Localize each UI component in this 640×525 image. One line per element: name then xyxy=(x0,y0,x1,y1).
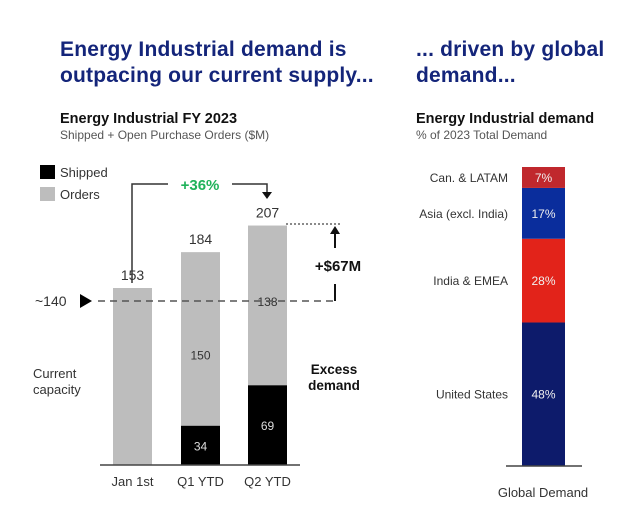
growth-bracket: +36% xyxy=(131,177,272,283)
bar-orders-0 xyxy=(113,288,152,465)
segment-name-label: United States xyxy=(436,388,508,402)
segment-name-label: Asia (excl. India) xyxy=(419,207,508,221)
right-headline-line1: ... driven by global xyxy=(416,38,605,61)
legend-swatch-orders xyxy=(40,187,55,201)
gap-arrow-up-icon xyxy=(330,226,340,234)
legend-label-orders: Orders xyxy=(60,187,100,202)
bar-total-label: 184 xyxy=(189,231,213,247)
capacity-line-group: ~140 Current capacity xyxy=(33,284,336,397)
gap-label: +$67M xyxy=(315,258,361,275)
bar-shipped-2 xyxy=(248,385,287,465)
left-headline: Energy Industrial demand is outpacing ou… xyxy=(60,37,374,89)
left-chart-title: Energy Industrial FY 2023 xyxy=(60,111,238,127)
gap-annotation: +$67M xyxy=(286,223,361,275)
capacity-caption-line2: capacity xyxy=(33,382,81,397)
growth-bracket-left xyxy=(131,183,168,283)
left-chart-subtitle: Shipped + Open Purchase Orders ($M) xyxy=(60,128,270,142)
capacity-caption-line1: Current xyxy=(33,366,77,381)
segment-name-label: India & EMEA xyxy=(433,274,508,288)
bar-value-label: 34 xyxy=(194,439,208,453)
bar-value-label: 69 xyxy=(261,419,275,433)
legend: Shipped Orders xyxy=(40,165,108,202)
bar-value-label: 138 xyxy=(257,295,277,309)
segment-value-label: 28% xyxy=(531,274,555,288)
bar-orders-2 xyxy=(248,225,287,386)
legend-label-shipped: Shipped xyxy=(60,165,108,180)
growth-bracket-right xyxy=(232,183,268,193)
x-tick-labels: Jan 1st Q1 YTD Q2 YTD xyxy=(112,474,291,489)
bar-value-label: 150 xyxy=(190,349,210,363)
segment-value-label: 7% xyxy=(535,171,553,185)
segment-name-label: Can. & LATAM xyxy=(430,171,508,185)
right-chart-title: Energy Industrial demand xyxy=(416,111,595,127)
right-category-label: Global Demand xyxy=(498,485,588,500)
x-tick-label: Jan 1st xyxy=(112,474,154,489)
x-tick-label: Q2 YTD xyxy=(244,474,291,489)
segment-value-label: 17% xyxy=(531,207,555,221)
segment-value-label: 48% xyxy=(531,388,555,402)
growth-arrow-head-icon xyxy=(262,192,272,199)
capacity-marker-icon xyxy=(80,294,92,308)
capacity-value-label: ~140 xyxy=(35,293,67,309)
excess-demand-line1: Excess xyxy=(311,362,358,377)
bar-shipped-1 xyxy=(181,425,220,465)
segment-india-emea xyxy=(522,238,565,323)
segment-united-states xyxy=(522,322,565,466)
x-tick-label: Q1 YTD xyxy=(177,474,224,489)
bar-total-label: 207 xyxy=(256,205,280,221)
left-headline-line2: outpacing our current supply... xyxy=(60,64,374,87)
left-headline-line1: Energy Industrial demand is xyxy=(60,38,347,61)
right-headline-line2: demand... xyxy=(416,64,516,87)
right-chart-subtitle: % of 2023 Total Demand xyxy=(416,128,548,142)
growth-label: +36% xyxy=(181,177,220,194)
right-headline: ... driven by global demand... xyxy=(416,37,604,89)
bar-orders-1 xyxy=(181,252,220,426)
segment-can-latam xyxy=(522,167,565,188)
excess-demand-line2: demand xyxy=(308,378,360,393)
segment-asia-excl-india- xyxy=(522,187,565,239)
legend-swatch-shipped xyxy=(40,165,55,179)
global-demand-bar: 48% United States 28% India & EMEA 17% Asia (… xyxy=(419,167,565,466)
